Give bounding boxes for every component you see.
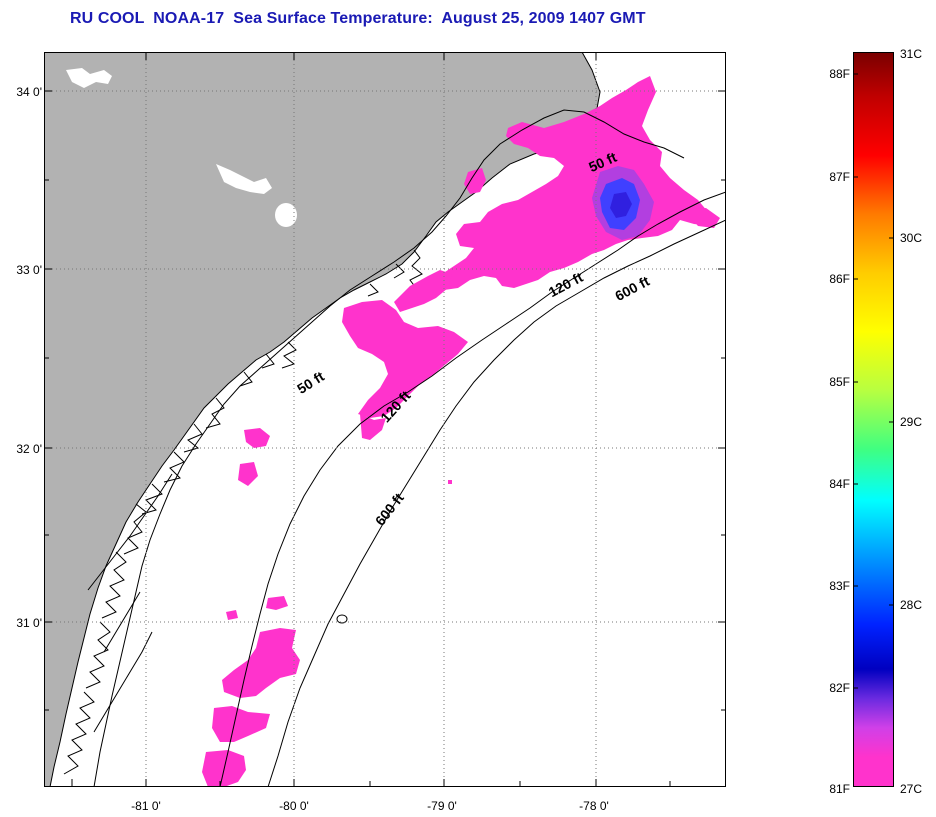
marsh-shoreline <box>63 249 423 775</box>
temperature-colorbar <box>853 52 894 787</box>
sst-map: 50 ft 120 ft 600 ft 50 ft 120 ft 600 ft <box>44 52 726 787</box>
colorbar-fahrenheit-label: 83F <box>829 579 850 593</box>
graticule <box>44 52 726 787</box>
colorbar-celsius-label: 28C <box>900 598 923 612</box>
colorbar-fahrenheit-label: 82F <box>829 681 850 695</box>
longitude-label: -81 0' <box>131 799 161 813</box>
latitude-label: 32 0' <box>16 442 42 456</box>
colorbar-celsius-label: 27C <box>900 782 923 796</box>
sst-patches-27c <box>202 76 720 787</box>
latitude-label: 33 0' <box>16 263 42 277</box>
inland-lake <box>66 68 112 88</box>
colorbar-fahrenheit-label: 87F <box>829 170 850 184</box>
map-ticks <box>44 52 726 787</box>
latitude-label: 31 0' <box>16 616 42 630</box>
colorbar-celsius-label: 29C <box>900 415 923 429</box>
colorbar-fahrenheit-label: 86F <box>829 272 850 286</box>
colorbar-fahrenheit-label: 85F <box>829 375 850 389</box>
colorbar-fahrenheit-label: 81F <box>829 782 850 796</box>
map-title: RU COOL NOAA-17 Sea Surface Temperature:… <box>70 10 646 27</box>
colorbar-celsius-label: 31C <box>900 47 923 61</box>
inland-lake <box>216 164 272 194</box>
depth-contours <box>93 109 726 787</box>
longitude-label: -80 0' <box>279 799 309 813</box>
latitude-label: 34 0' <box>16 85 42 99</box>
longitude-label: -78 0' <box>579 799 609 813</box>
map-frame <box>44 52 726 787</box>
colorbar-fahrenheit-label: 88F <box>829 67 850 81</box>
colorbar-celsius-label: 30C <box>900 231 923 245</box>
longitude-label: -79 0' <box>427 799 457 813</box>
sst-patches-warm <box>592 166 654 240</box>
land-mass <box>44 52 601 787</box>
colorbar-fahrenheit-label: 84F <box>829 477 850 491</box>
inland-lake <box>275 203 297 227</box>
